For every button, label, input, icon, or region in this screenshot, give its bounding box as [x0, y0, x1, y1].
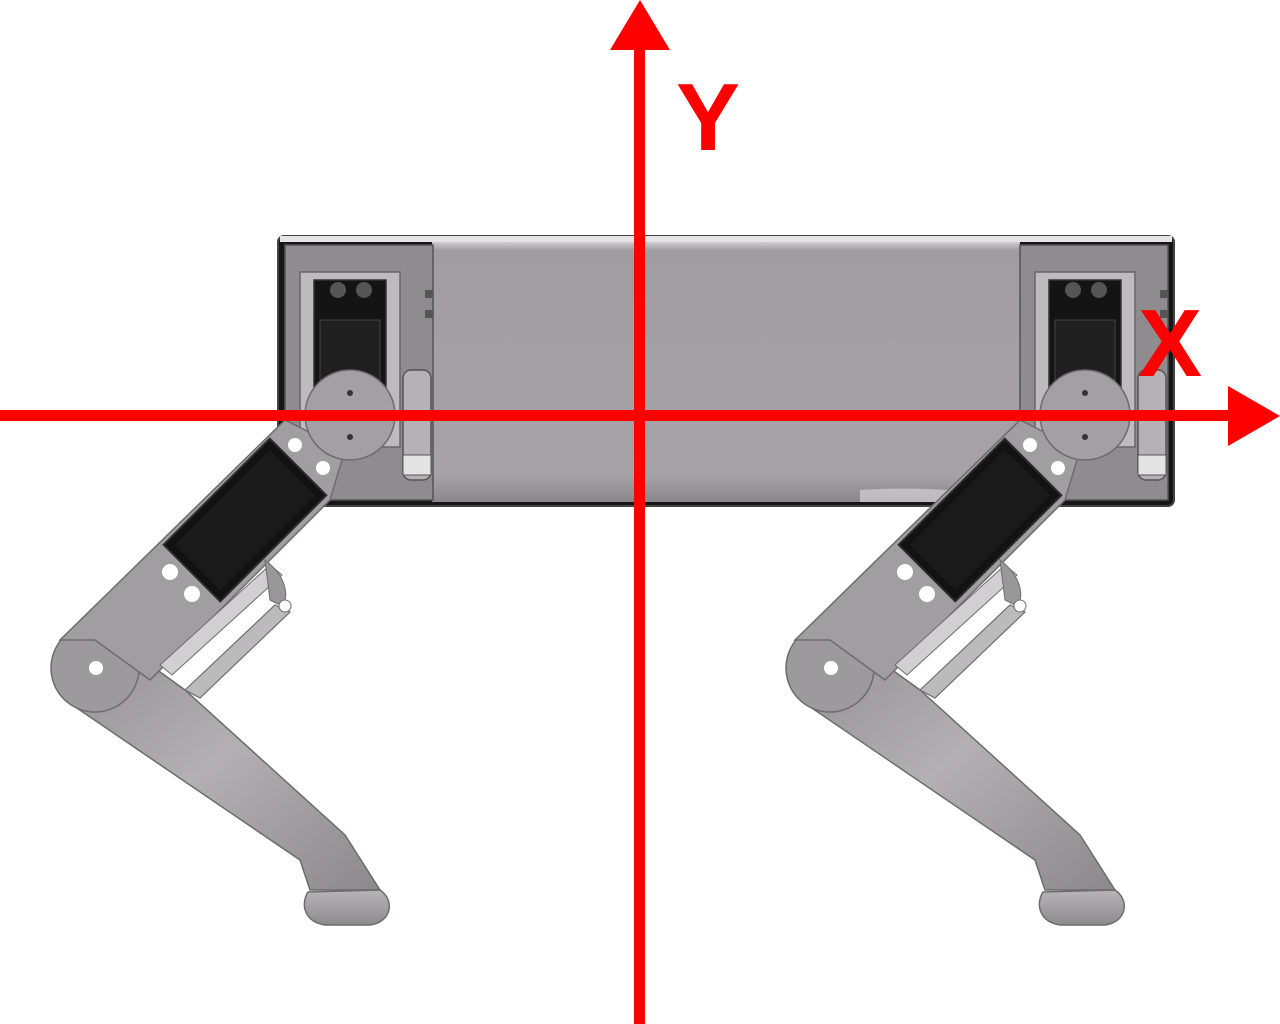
x-axis: [0, 386, 1280, 446]
robot-body: [277, 235, 1175, 507]
leg-rear: [50, 369, 396, 926]
y-axis-label: Y: [676, 64, 741, 171]
x-axis-label: X: [1138, 290, 1203, 397]
y-axis: [610, 0, 670, 1024]
